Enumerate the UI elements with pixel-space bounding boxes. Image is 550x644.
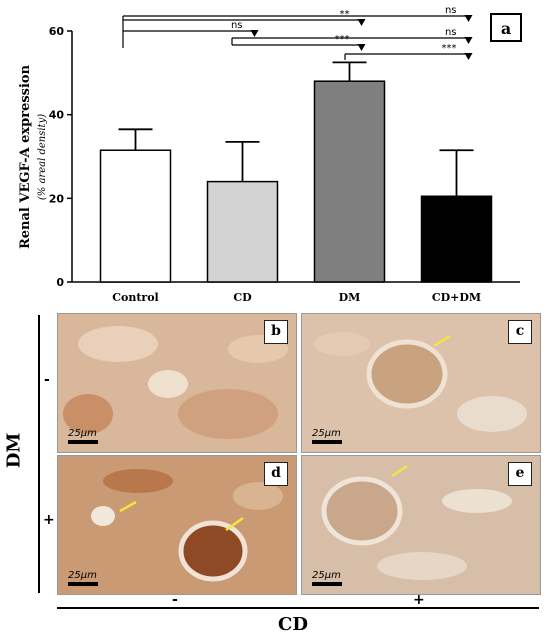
sig-label-0: ns bbox=[445, 5, 457, 16]
cd-minus-label: - bbox=[172, 592, 178, 608]
arrow-icon bbox=[391, 464, 408, 478]
sig-label-3: ns bbox=[445, 27, 457, 38]
x-tick-label-3: CD+DM bbox=[432, 291, 481, 304]
sig-label-4: *** bbox=[335, 34, 350, 45]
dm-minus-label: - bbox=[44, 372, 50, 388]
y-axis-label: Renal VEGF-A expression bbox=[18, 64, 33, 249]
panel-label-c: c bbox=[508, 320, 532, 344]
micrograph-c: c 25µm bbox=[301, 313, 541, 453]
bar-chart: 0 20 40 60 Renal VEGF-A expression (% areal d… bbox=[18, 5, 522, 304]
panel-label-a-box bbox=[490, 13, 522, 42]
y-axis-sublabel: (% areal density) bbox=[37, 114, 48, 200]
scale-text-e: 25µm bbox=[312, 570, 341, 581]
scale-bar-b: 25µm bbox=[68, 428, 98, 444]
y-tick-label-1: 20 bbox=[49, 192, 65, 205]
y-tick-label-2: 40 bbox=[49, 109, 65, 122]
cd-plus-label: + bbox=[413, 592, 425, 608]
panel-label-e: e bbox=[508, 462, 532, 486]
bar-0 bbox=[99, 149, 172, 283]
sig-arrow-1 bbox=[357, 19, 366, 26]
scale-bar-c: 25µm bbox=[312, 428, 342, 444]
scale-bar-e: 25µm bbox=[312, 570, 342, 586]
scale-text-b: 25µm bbox=[68, 428, 97, 439]
dm-axis-line bbox=[38, 315, 40, 593]
micrograph-b: b 25µm bbox=[57, 313, 297, 453]
sig-arrow-2 bbox=[250, 30, 259, 37]
dm-plus-label: + bbox=[43, 512, 55, 528]
scale-text-d: 25µm bbox=[68, 570, 97, 581]
micrograph-d: d 25µm bbox=[57, 455, 297, 595]
dm-axis-label: DM bbox=[3, 432, 25, 469]
panel-label-d: d bbox=[264, 462, 288, 486]
sig-arrow-5 bbox=[464, 53, 473, 60]
x-tick-label-1: CD bbox=[233, 291, 252, 304]
tissue-image-d bbox=[58, 456, 296, 594]
tissue-image-c bbox=[302, 314, 540, 452]
sig-arrow-4 bbox=[357, 44, 366, 51]
scale-bar-d: 25µm bbox=[68, 570, 98, 586]
bar-1 bbox=[206, 180, 279, 283]
bar-3 bbox=[420, 195, 493, 283]
sig-arrow-0 bbox=[464, 15, 473, 22]
arrow-icon bbox=[225, 516, 244, 532]
y-tick-label-3: 60 bbox=[49, 25, 65, 38]
cd-axis-line bbox=[57, 607, 539, 609]
y-tick-label-0: 0 bbox=[56, 276, 64, 289]
cd-axis-label: CD bbox=[278, 614, 308, 635]
arrow-icon bbox=[433, 334, 451, 348]
x-tick-label-0: Control bbox=[112, 291, 158, 304]
sig-label-2: ns bbox=[231, 20, 243, 31]
sig-label-5: *** bbox=[442, 43, 457, 54]
micrograph-e: e 25µm bbox=[301, 455, 541, 595]
x-tick-label-2: DM bbox=[339, 291, 361, 304]
arrow-icon bbox=[119, 500, 137, 513]
scale-text-c: 25µm bbox=[312, 428, 341, 439]
sig-label-1: ** bbox=[340, 9, 350, 20]
sig-arrow-3 bbox=[464, 37, 473, 44]
panel-label-b: b bbox=[264, 320, 288, 344]
tissue-image-e bbox=[302, 456, 540, 594]
panel-label-a: a bbox=[501, 19, 511, 38]
bar-2 bbox=[313, 80, 386, 283]
